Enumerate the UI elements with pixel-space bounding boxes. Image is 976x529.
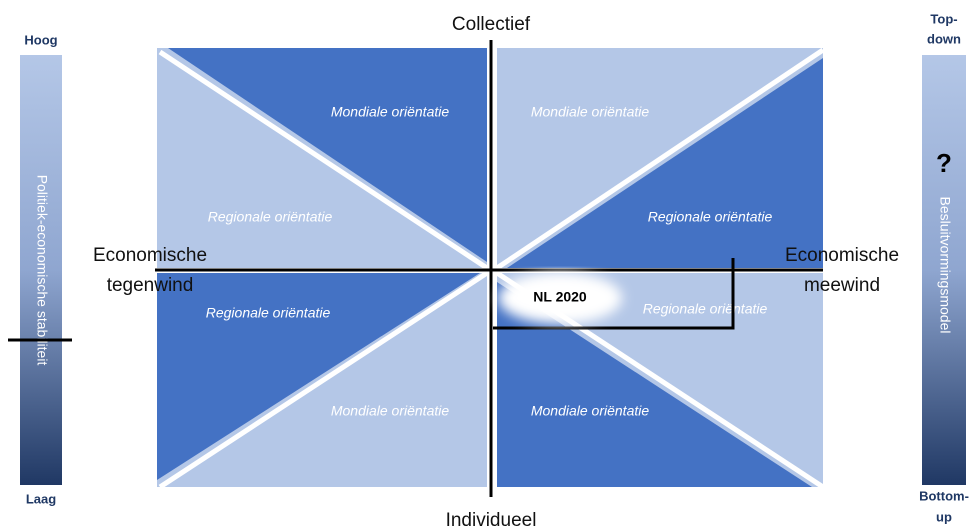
axis-label: Individueel xyxy=(446,510,537,529)
right-scale-top: down xyxy=(927,31,961,46)
quadrant: Mondiale oriëntatie Regionale oriëntatie xyxy=(495,47,825,271)
marker-glow xyxy=(498,272,622,324)
right-scale-bottom: up xyxy=(936,509,952,524)
axis-label: Economische xyxy=(785,245,899,266)
right-scale-bottom: Bottom- xyxy=(919,488,969,503)
right-scale-symbol: ? xyxy=(936,148,952,178)
axis-label: Economische xyxy=(93,245,207,266)
axis-label: tegenwind xyxy=(107,275,194,296)
axis-label: Collectief xyxy=(452,14,531,35)
quadrant-label: Regionale oriëntatie xyxy=(206,305,331,321)
quadrant: Mondiale oriëntatie Regionale oriëntatie xyxy=(157,48,489,271)
quadrant: Regionale oriëntatie Mondiale oriëntatie xyxy=(157,270,489,490)
right-scale-title: Besluitvormingsmodel xyxy=(937,197,953,334)
quadrant-label: Mondiale oriëntatie xyxy=(531,403,650,419)
quadrant-label: Mondiale oriëntatie xyxy=(531,104,650,120)
right-scale-top: Top- xyxy=(930,11,957,26)
marker-outline xyxy=(493,258,735,330)
quadrant-label: Mondiale oriëntatie xyxy=(331,104,450,120)
quadrant-label: Regionale oriëntatie xyxy=(208,209,333,225)
right-scale-bar xyxy=(922,55,966,485)
quadrant-label: Mondiale oriëntatie xyxy=(331,403,450,419)
left-scale-title: Politiek-economische stabiliteit xyxy=(34,175,50,366)
left-scale-bottom: Laag xyxy=(26,491,56,506)
left-scale-top: Hoog xyxy=(24,32,57,47)
left-scale-bar xyxy=(20,55,62,485)
marker-label: NL 2020 xyxy=(533,289,587,305)
quadrant-label: Regionale oriëntatie xyxy=(648,209,773,225)
axis-label: meewind xyxy=(804,275,880,296)
quadrant-label: Regionale oriëntatie xyxy=(643,301,768,317)
